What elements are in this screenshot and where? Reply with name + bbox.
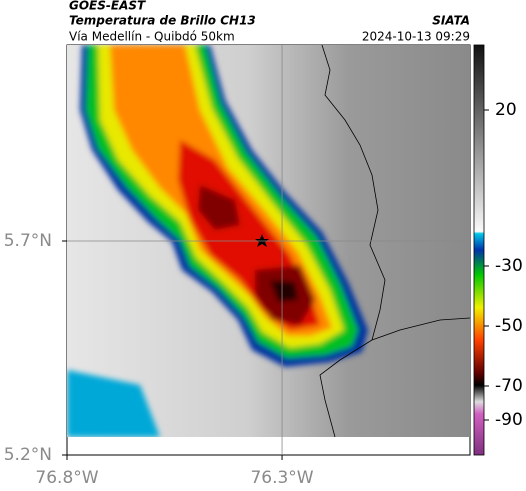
source: SIATA <box>432 14 470 28</box>
location-marker <box>255 234 269 247</box>
route: Vía Medellín - Quibdó 50km <box>69 30 235 44</box>
x-tick-label: 76.3°W <box>250 468 313 488</box>
y-tick-label: 5.7°N <box>4 231 52 251</box>
colorbar-label: -90 <box>495 410 523 430</box>
colorbar <box>473 44 485 456</box>
colorbar-label: 20 <box>495 100 517 120</box>
x-tick-label: 76.8°W <box>35 468 98 488</box>
datetime: 2024-10-13 09:29 <box>362 30 470 44</box>
title: GOES-EAST <box>69 0 146 13</box>
y-tick-label: 5.2°N <box>4 445 52 465</box>
subtitle: Temperatura de Brillo CH13 <box>69 14 256 28</box>
colorbar-label: -30 <box>495 256 523 276</box>
colorbar-label: -50 <box>495 316 523 336</box>
imagery <box>67 45 470 437</box>
colorbar-label: -70 <box>495 376 523 396</box>
